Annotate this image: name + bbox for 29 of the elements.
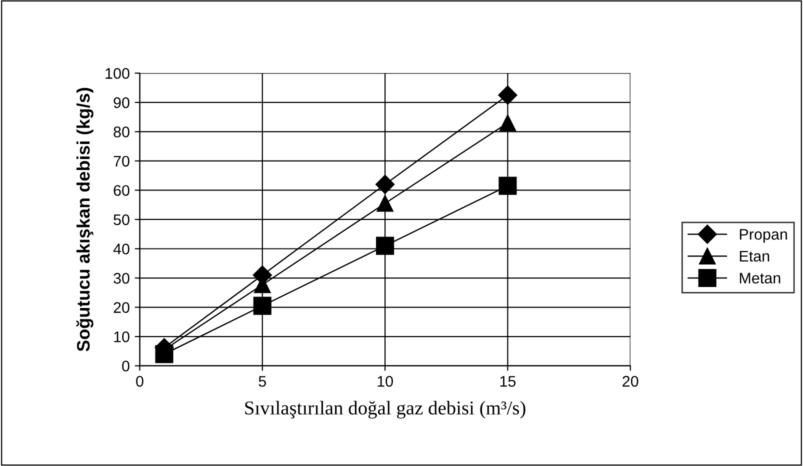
point (155, 345, 174, 364)
x-tick-label: 5 (258, 376, 266, 387)
point (499, 114, 516, 132)
y-tick-label: 30 (114, 272, 130, 284)
x-axis-title: Sıvılaştırılan doğal gaz debisi (m³/s) (245, 400, 526, 419)
y-tick-label: 50 (114, 214, 130, 226)
point (376, 174, 395, 194)
y-axis-title: Soğutucu akışkan debisi (kg/s) (76, 88, 94, 352)
y-tick-label: 70 (114, 156, 130, 167)
legend-label: Metan (740, 272, 780, 284)
x-tick-label: 0 (136, 376, 144, 387)
point (498, 176, 517, 195)
point (498, 86, 518, 105)
legend-label: Propan (740, 229, 787, 243)
point (376, 236, 394, 255)
x-tick-label: 10 (378, 376, 393, 387)
y-tick-label: 90 (114, 97, 130, 108)
y-tick-label: 80 (114, 126, 130, 138)
y-tick-label: 40 (113, 244, 130, 254)
legend-label: Etan (740, 250, 770, 262)
y-tick-label: 20 (114, 302, 130, 313)
y-tick-label: 10 (114, 331, 130, 342)
y-tick-label: 60 (114, 185, 130, 196)
point (376, 195, 394, 212)
x-tick-label: 15 (500, 376, 516, 387)
y-tick-label: 100 (106, 68, 130, 79)
x-tick-label: 20 (622, 376, 638, 387)
point (253, 296, 272, 315)
y-tick-label: 0 (122, 360, 130, 372)
